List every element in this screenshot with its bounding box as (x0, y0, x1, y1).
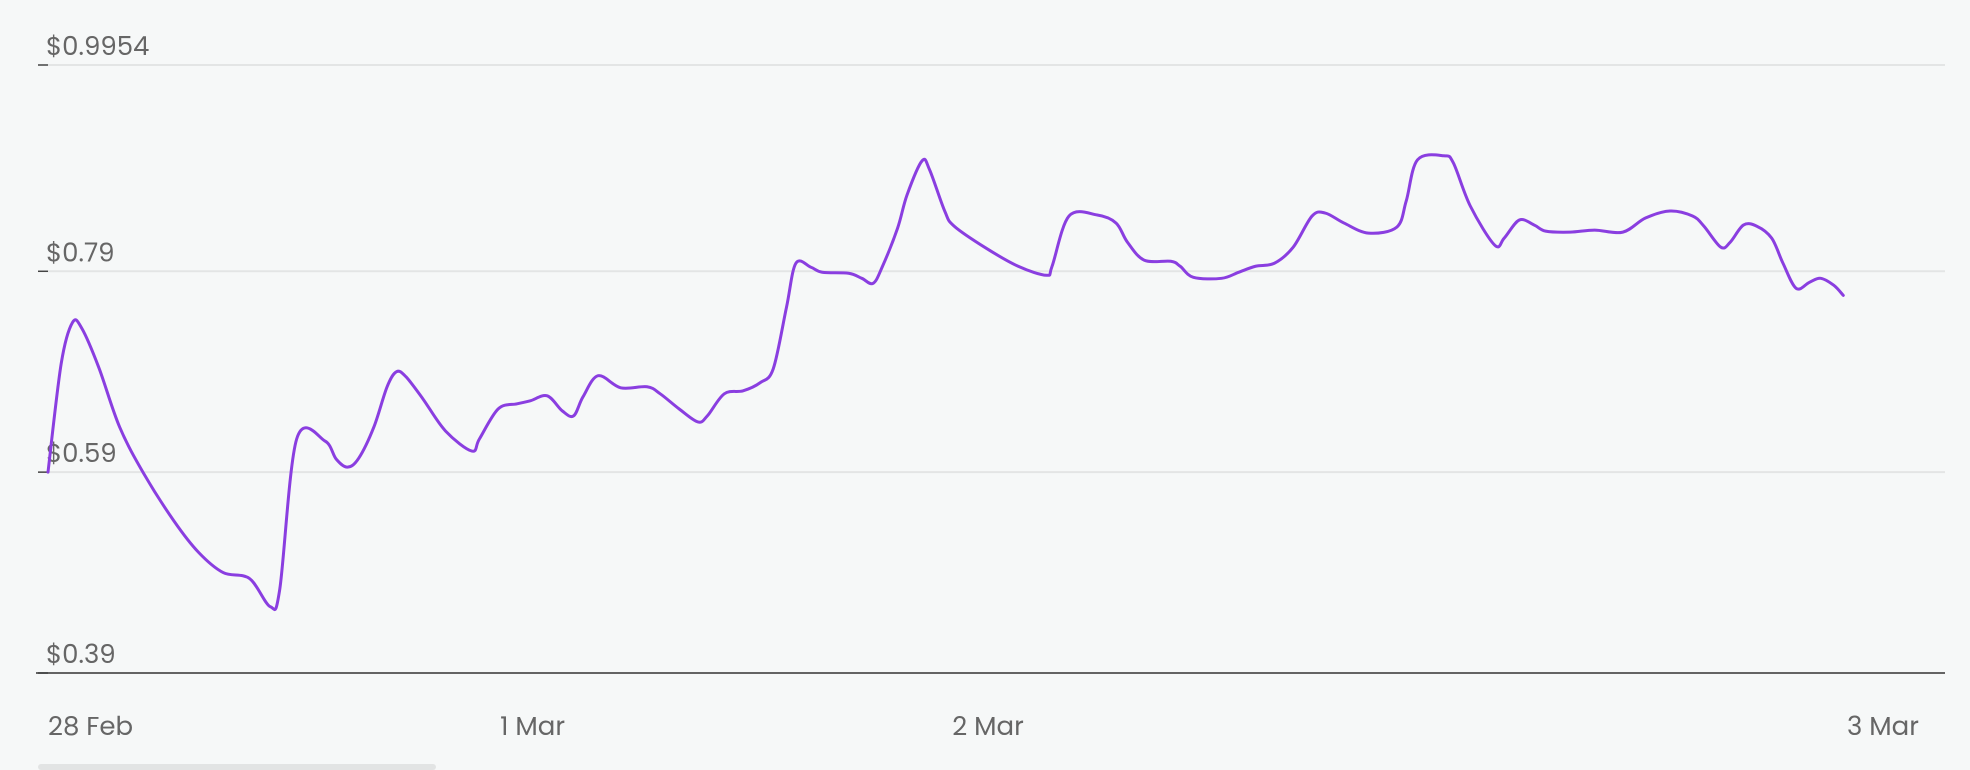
x-tick-label: 3 Mar (1847, 709, 1919, 745)
y-tick-label: $0.39 (46, 637, 116, 673)
y-tick-label: $0.59 (46, 436, 117, 472)
y-tick-label: $0.9954 (46, 29, 149, 65)
x-tick-label: 2 Mar (952, 709, 1024, 745)
x-tick-label: 1 Mar (500, 709, 565, 745)
price-line (46, 153, 1845, 611)
y-tick-label: $0.79 (46, 235, 115, 271)
x-tick-label: 28 Feb (48, 709, 133, 745)
scrollbar[interactable] (38, 764, 436, 770)
